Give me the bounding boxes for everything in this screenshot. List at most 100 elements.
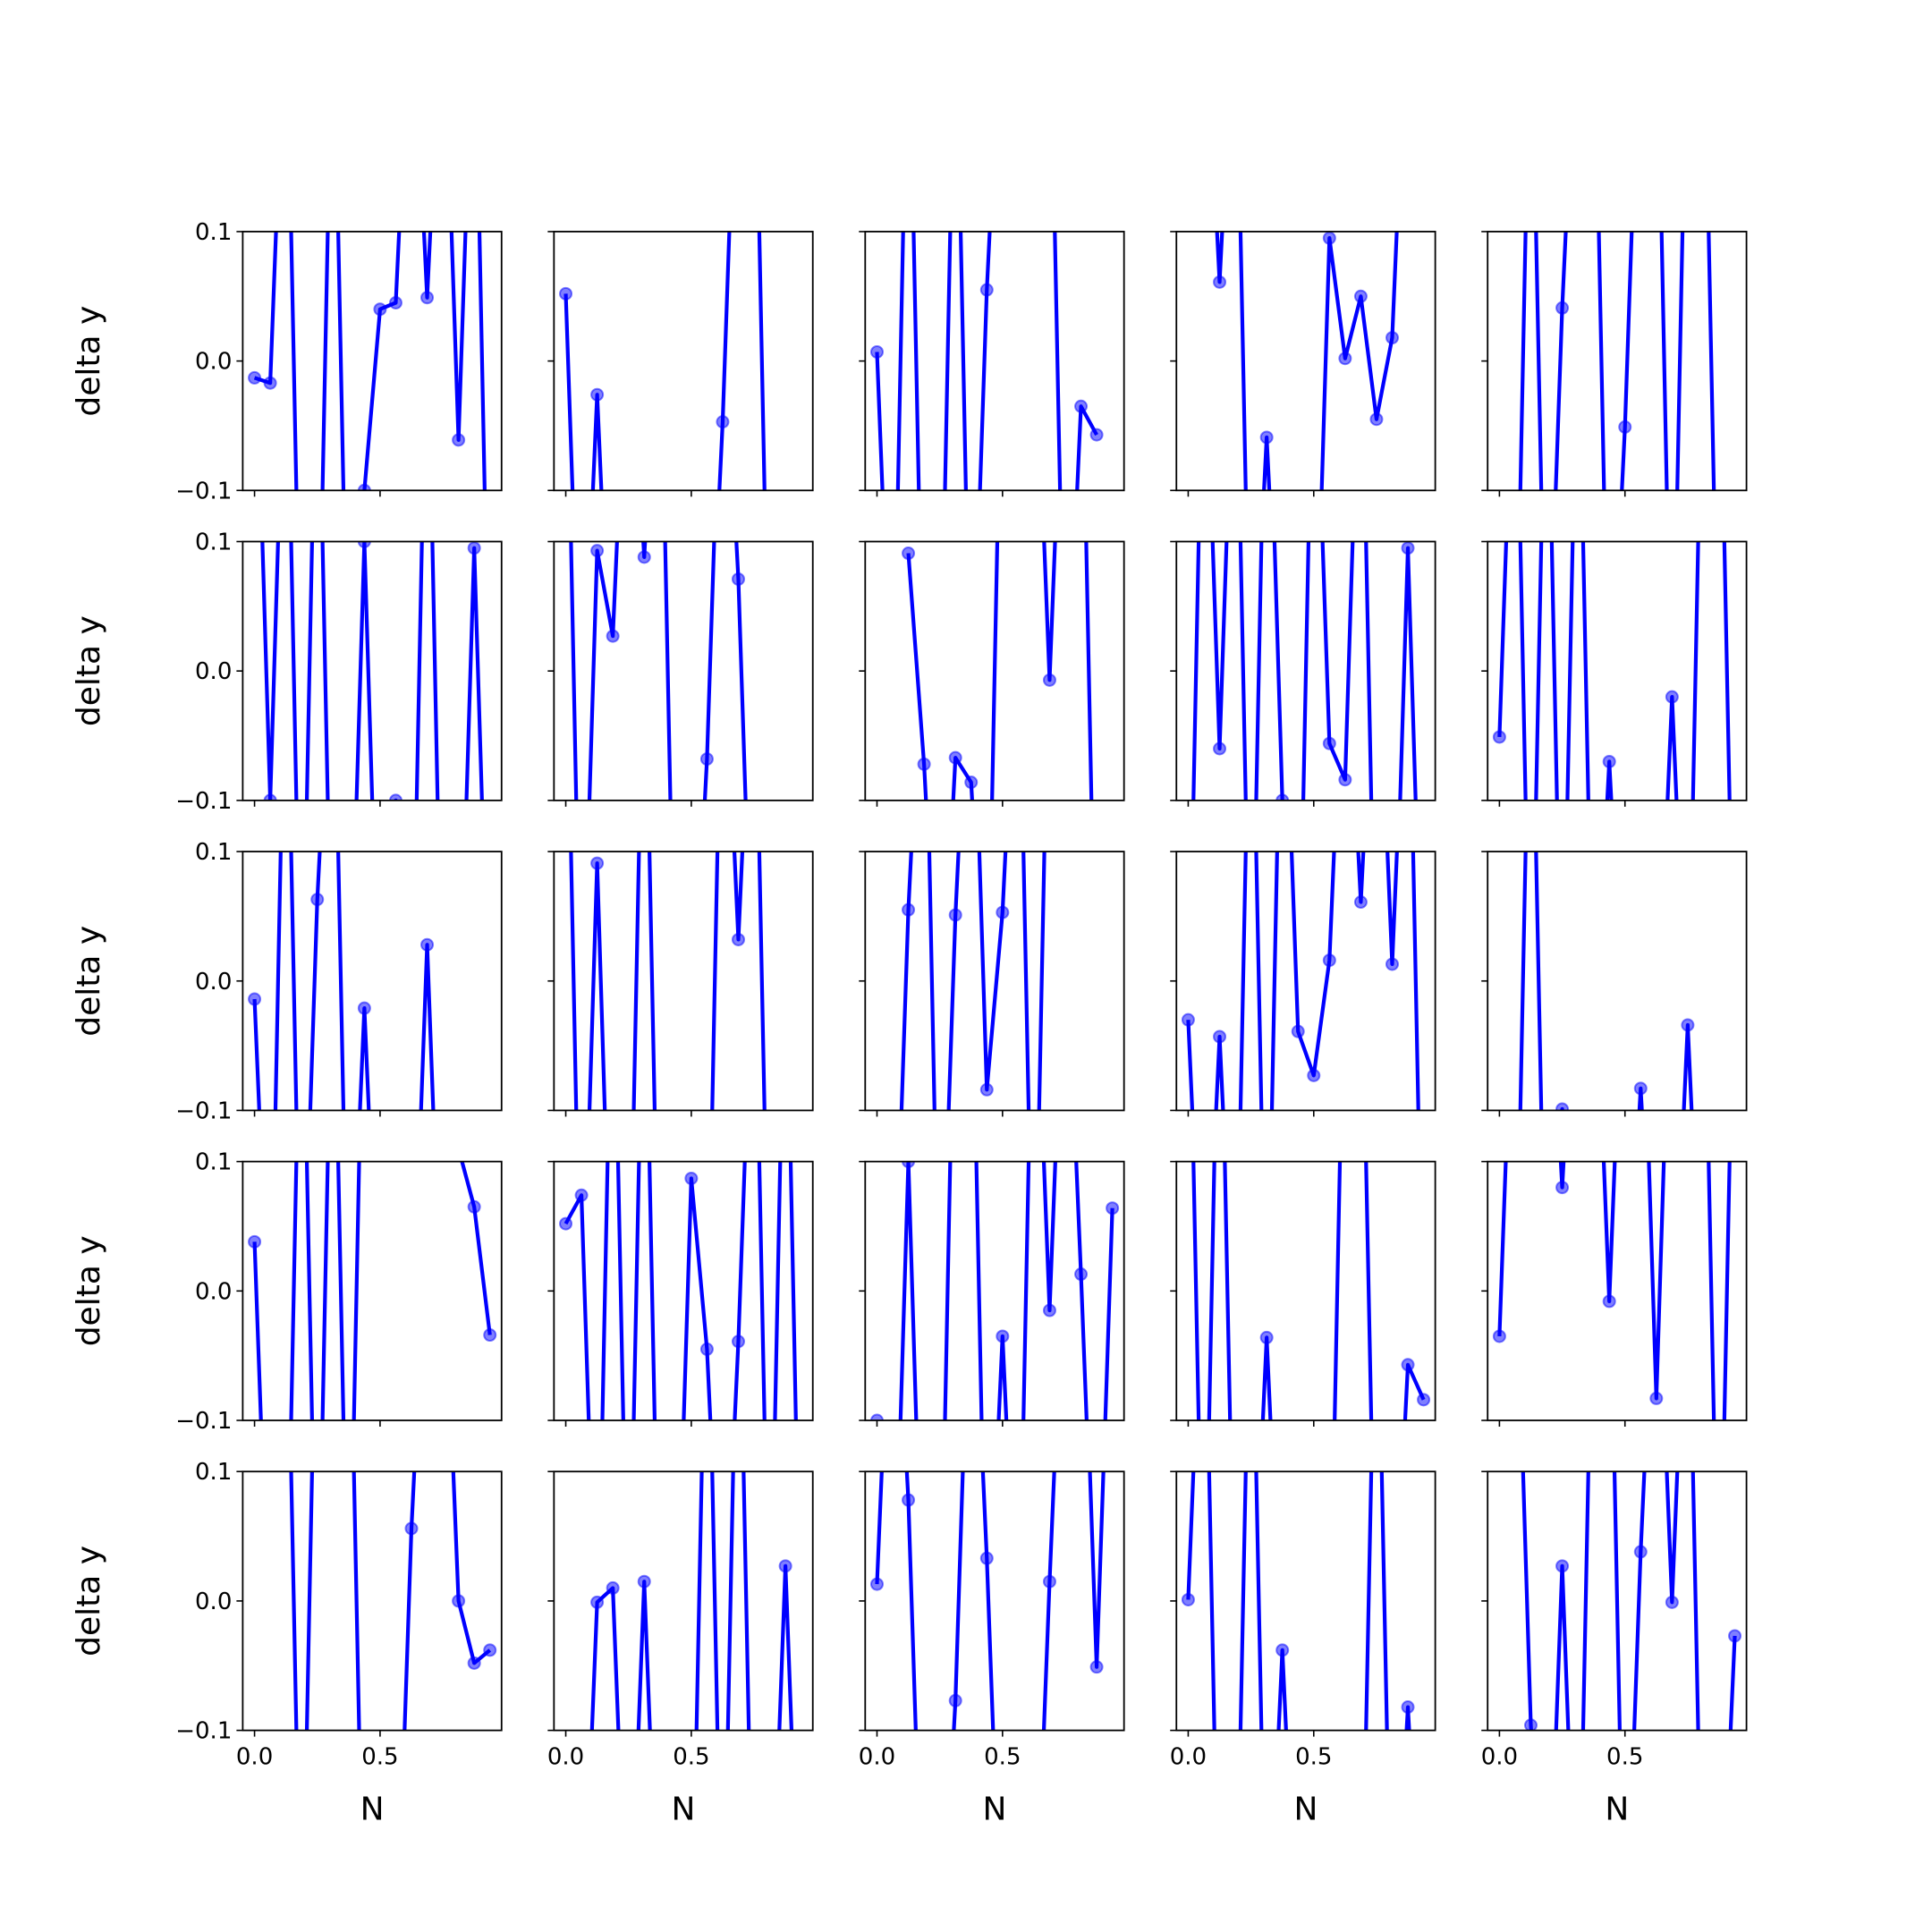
data-point bbox=[1074, 399, 1089, 413]
data-point bbox=[1181, 1592, 1195, 1606]
data-point bbox=[1089, 428, 1104, 442]
data-point bbox=[902, 1493, 916, 1507]
data-point bbox=[1042, 673, 1056, 687]
data-point bbox=[1417, 1393, 1431, 1407]
subplot bbox=[547, 851, 814, 1117]
data-point bbox=[1649, 1391, 1664, 1405]
x-tick-label: 0.0 bbox=[236, 1744, 273, 1771]
data-line bbox=[1186, 852, 1420, 1111]
y-axis-label: delta y bbox=[71, 1546, 107, 1657]
data-point bbox=[1213, 741, 1227, 756]
subplot bbox=[1170, 231, 1436, 497]
subplot: 0.0 0.5 N bbox=[859, 1470, 1125, 1828]
data-point bbox=[248, 992, 262, 1006]
y-tick-label: −0.1 bbox=[175, 1408, 232, 1435]
data-point bbox=[1665, 690, 1679, 704]
y-tick-label: 0.1 bbox=[195, 839, 232, 866]
data-point bbox=[1728, 1629, 1742, 1643]
subplot bbox=[547, 540, 814, 807]
y-tick-label: 0.0 bbox=[195, 969, 232, 996]
data-line bbox=[1518, 231, 1716, 491]
data-point bbox=[452, 1594, 466, 1608]
data-line bbox=[289, 1471, 492, 1731]
x-tick-label: 0.0 bbox=[1170, 1744, 1207, 1771]
data-line bbox=[1215, 231, 1399, 491]
data-point bbox=[388, 793, 402, 801]
data-point bbox=[778, 1559, 792, 1573]
subplot: 0.0 0.5 N bbox=[1481, 1470, 1748, 1828]
data-point bbox=[1322, 736, 1336, 750]
data-point bbox=[1492, 1329, 1506, 1343]
subplot bbox=[547, 1160, 814, 1428]
x-tick-label: 0.5 bbox=[673, 1744, 709, 1771]
data-point bbox=[637, 1574, 651, 1589]
data-point bbox=[1338, 352, 1352, 366]
data-line bbox=[1191, 541, 1418, 801]
data-point bbox=[869, 1577, 884, 1591]
data-point bbox=[590, 544, 605, 558]
data-point bbox=[1602, 754, 1616, 768]
data-point bbox=[1353, 289, 1368, 303]
data-point bbox=[699, 752, 714, 767]
data-point bbox=[948, 750, 962, 765]
data-point bbox=[590, 387, 605, 402]
y-tick-label: 0.1 bbox=[195, 1459, 232, 1486]
x-axis-label: N bbox=[1293, 1792, 1318, 1828]
subplot: 0.0 0.5 N bbox=[547, 1470, 814, 1828]
data-point bbox=[979, 1082, 994, 1097]
data-point bbox=[263, 376, 277, 390]
subplot bbox=[1481, 540, 1748, 807]
data-point bbox=[1523, 1718, 1538, 1731]
x-tick-label: 0.0 bbox=[1481, 1744, 1518, 1771]
data-point bbox=[1322, 231, 1336, 245]
y-tick-label: −0.1 bbox=[175, 1097, 232, 1124]
x-axis-label: N bbox=[983, 1792, 1007, 1828]
subplot: −0.1 0.0 0.1 delta y bbox=[71, 1149, 503, 1435]
data-point bbox=[996, 1329, 1010, 1343]
data-point bbox=[452, 433, 466, 447]
data-point bbox=[996, 905, 1010, 919]
data-point bbox=[684, 1171, 699, 1185]
data-point bbox=[373, 302, 387, 317]
data-line bbox=[564, 231, 767, 491]
data-point bbox=[1213, 1030, 1227, 1044]
x-tick-label: 0.0 bbox=[547, 1744, 584, 1771]
data-point bbox=[420, 937, 435, 952]
data-point bbox=[357, 483, 371, 491]
data-point bbox=[1618, 419, 1632, 434]
data-point bbox=[869, 344, 884, 359]
subplot bbox=[859, 851, 1125, 1117]
data-point bbox=[1555, 1181, 1570, 1195]
data-point bbox=[732, 572, 746, 586]
subplot: 0.0 0.5 N bbox=[1170, 1470, 1436, 1828]
data-point bbox=[559, 286, 573, 301]
y-tick-label: −0.1 bbox=[175, 788, 232, 815]
data-point bbox=[248, 370, 262, 385]
y-tick-label: 0.1 bbox=[195, 529, 232, 555]
data-point bbox=[1089, 1660, 1104, 1674]
data-point bbox=[1401, 1358, 1415, 1372]
data-point bbox=[1369, 412, 1384, 427]
data-point bbox=[732, 1335, 746, 1349]
data-point bbox=[1275, 793, 1290, 801]
data-point bbox=[1401, 1700, 1415, 1715]
data-point bbox=[902, 547, 916, 561]
data-point bbox=[699, 1342, 714, 1356]
subplot bbox=[1170, 540, 1436, 807]
y-tick-label: 0.0 bbox=[195, 658, 232, 685]
subplot bbox=[547, 231, 814, 497]
subplot bbox=[1481, 851, 1748, 1117]
data-point bbox=[467, 1656, 481, 1670]
data-line bbox=[1186, 1471, 1411, 1731]
data-point bbox=[248, 1234, 262, 1249]
data-point bbox=[1555, 301, 1570, 315]
data-point bbox=[637, 550, 651, 564]
subplot bbox=[1170, 1160, 1436, 1428]
data-point bbox=[716, 415, 730, 429]
x-tick-label: 0.5 bbox=[984, 1744, 1021, 1771]
y-tick-label: 0.0 bbox=[195, 1589, 232, 1615]
data-point bbox=[979, 283, 994, 297]
subplot: −0.1 0.0 0.1 delta y bbox=[71, 529, 503, 815]
data-point bbox=[948, 908, 962, 922]
data-point bbox=[1042, 1574, 1056, 1589]
